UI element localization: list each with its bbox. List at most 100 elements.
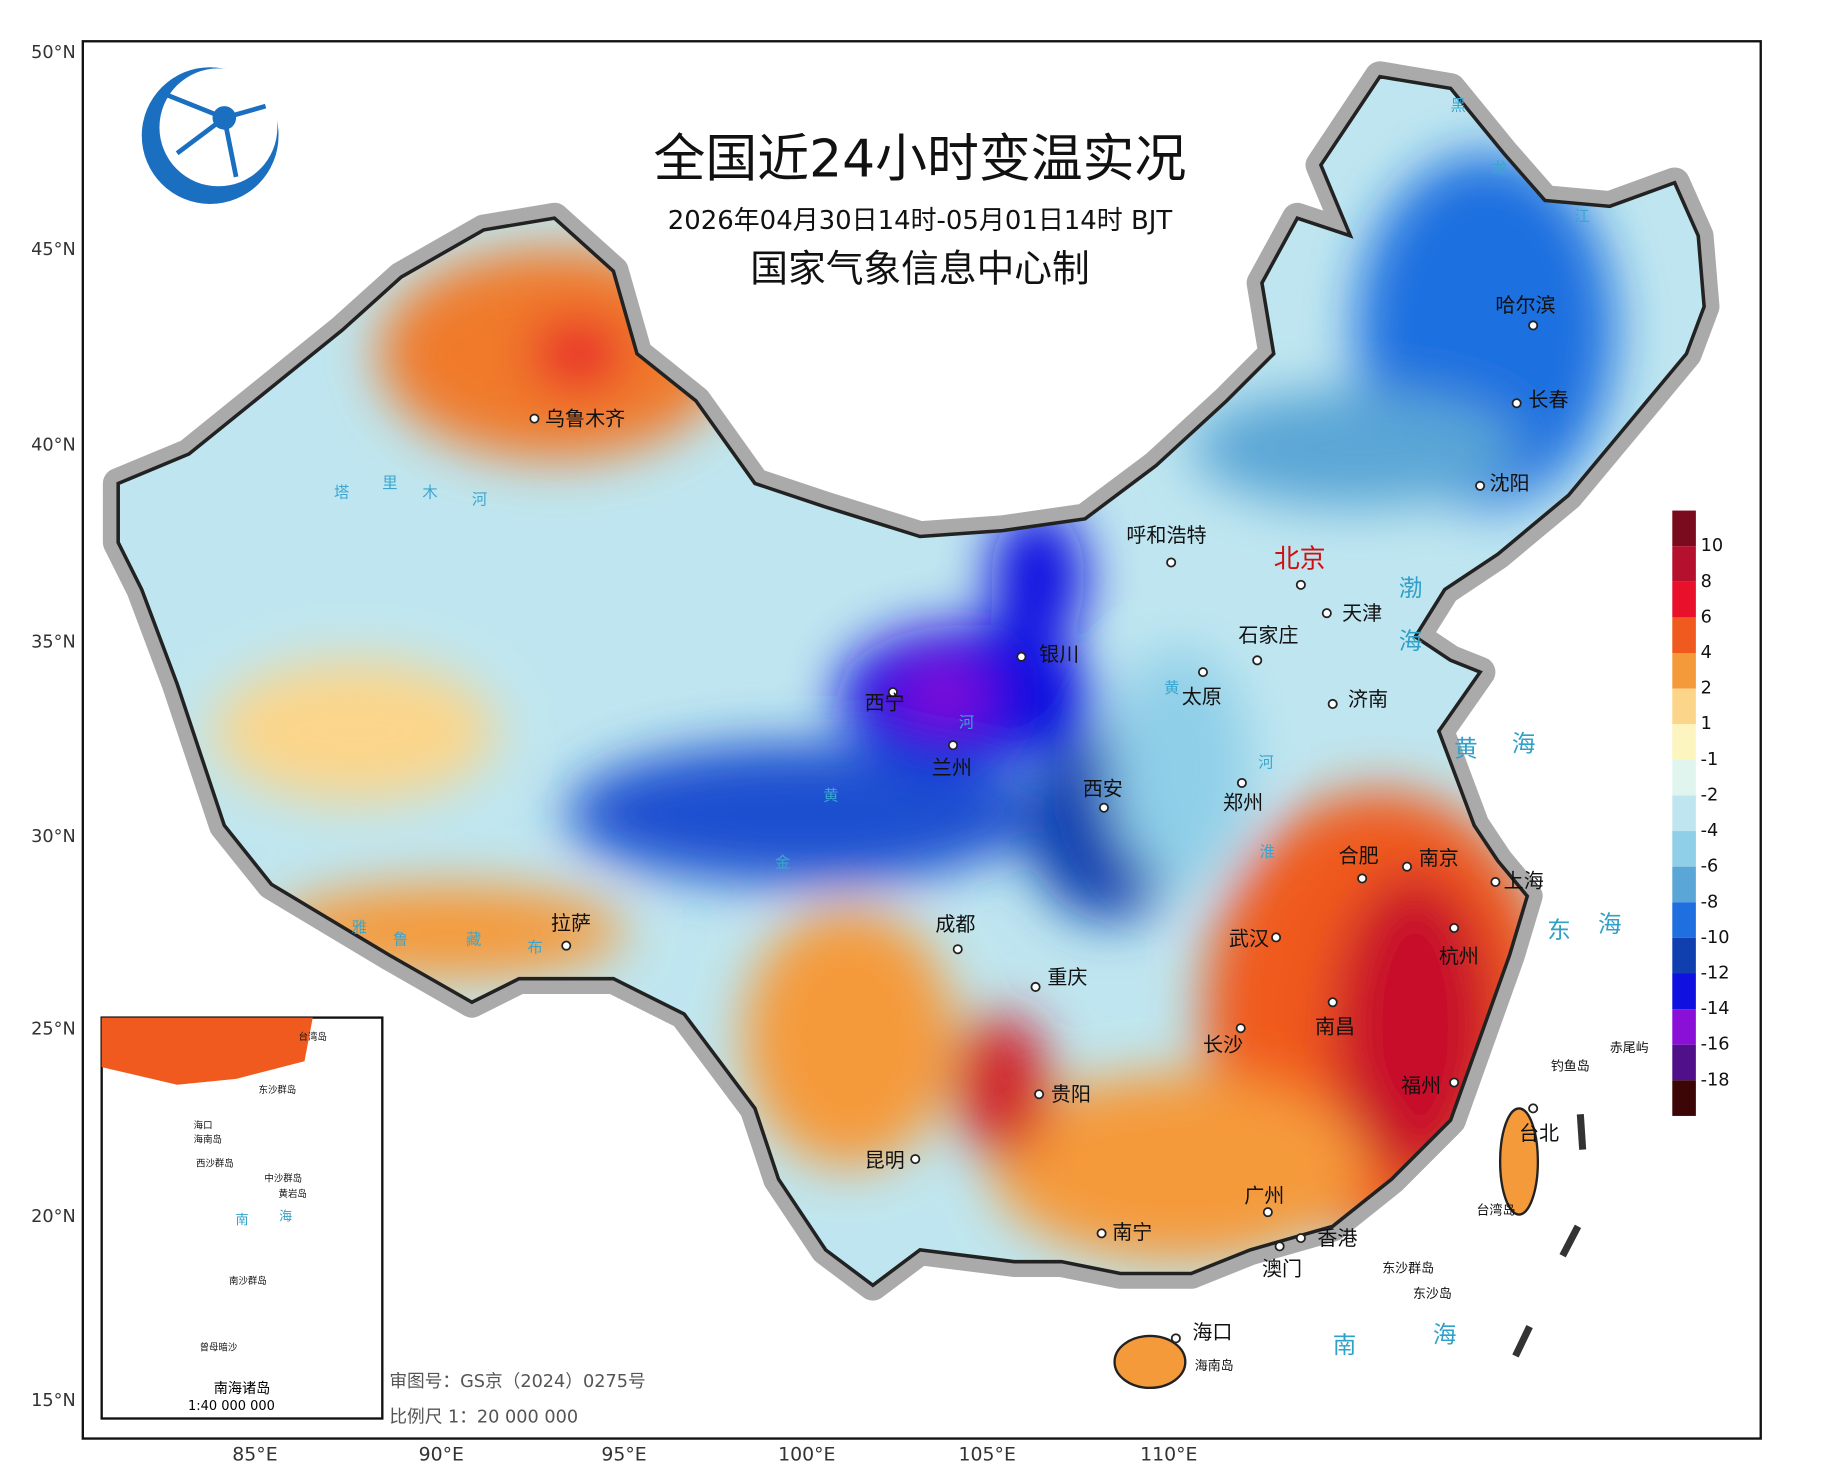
island-label: 钓鱼岛	[1551, 1059, 1590, 1075]
city-label: 天津	[1342, 601, 1382, 625]
legend-cell	[1672, 937, 1696, 974]
city-label: 贵阳	[1051, 1082, 1091, 1106]
inset-scale: 1:40 000 000	[188, 1399, 275, 1414]
river-label: 里	[382, 474, 397, 492]
city-dot	[1235, 1023, 1246, 1034]
lat-label: 40°N	[31, 436, 76, 456]
legend-tick-label: -16	[1701, 1035, 1730, 1055]
inset-label: 曾母暗沙	[200, 1341, 238, 1353]
city-label: 澳门	[1262, 1256, 1302, 1280]
inset-label: 海南岛	[194, 1134, 222, 1146]
sea-label: 海	[1399, 627, 1423, 655]
river-label: 木	[422, 483, 437, 501]
city-dot	[1449, 922, 1460, 933]
city-dot	[1262, 1207, 1273, 1218]
city-label: 南京	[1419, 846, 1459, 870]
legend-tick-label: -2	[1701, 785, 1719, 805]
legend-tick-label: 4	[1701, 643, 1712, 663]
legend-tick-label: -4	[1701, 821, 1719, 841]
legend-cell	[1672, 510, 1696, 547]
sea-label: 南	[1333, 1331, 1357, 1359]
legend-cell	[1672, 759, 1696, 796]
city-dot	[529, 413, 540, 424]
city-dot	[1528, 1103, 1539, 1114]
inset-label: 黄岩岛	[279, 1188, 307, 1200]
city-label: 合肥	[1339, 844, 1379, 868]
taiwan	[1498, 1107, 1540, 1216]
city-label: 乌鲁木齐	[545, 406, 625, 430]
river-label: 塔	[334, 483, 349, 501]
city-label: 重庆	[1047, 965, 1087, 989]
city-dot	[1327, 997, 1338, 1008]
river-label: 藏	[466, 930, 481, 948]
city-dot	[1327, 698, 1338, 709]
city-dot	[1030, 981, 1041, 992]
city-label: 长春	[1528, 387, 1568, 411]
city-label: 海口	[1192, 1320, 1232, 1344]
city-dot	[1236, 777, 1247, 788]
city-label: 广州	[1244, 1183, 1284, 1207]
city-label: 济南	[1348, 687, 1388, 711]
city-label: 香港	[1317, 1226, 1357, 1250]
river-label: 布	[527, 939, 542, 957]
city-label: 石家庄	[1238, 623, 1298, 647]
city-dot	[1295, 1233, 1306, 1244]
city-dot	[910, 1154, 921, 1165]
lon-label: 85°E	[232, 1444, 277, 1466]
lat-label: 15°N	[31, 1391, 76, 1411]
city-dot	[1449, 1077, 1460, 1088]
title: 全国近24小时变温实况	[654, 130, 1187, 190]
river-label: 淮	[1260, 843, 1275, 861]
inset-label: 海口	[194, 1120, 213, 1132]
legend-cell	[1672, 831, 1696, 867]
hainan	[1113, 1334, 1187, 1390]
legend-cell	[1672, 1080, 1696, 1116]
lat-label: 35°N	[31, 633, 76, 653]
sea-label: 海	[1598, 910, 1622, 938]
city-dot	[1197, 667, 1209, 678]
subtitle: 2026年04月30日14时-05月01日14时 BJT	[668, 206, 1173, 236]
city-dot	[1096, 1228, 1107, 1239]
city-label: 昆明	[865, 1148, 905, 1172]
legend-tick-label: -12	[1701, 963, 1730, 983]
lat-label: 20°N	[31, 1207, 76, 1227]
legend-cell	[1672, 1044, 1696, 1081]
city-dot	[1034, 1089, 1045, 1100]
legend-tick-label: -14	[1701, 999, 1730, 1019]
river-label: 河	[959, 713, 974, 731]
lat-label: 50°N	[31, 43, 76, 63]
lon-label: 90°E	[419, 1444, 464, 1466]
inset-label: 中沙群岛	[264, 1173, 302, 1185]
legend-cell	[1672, 546, 1696, 582]
island-label: 东沙群岛	[1382, 1260, 1434, 1276]
sea-label: 海	[1512, 730, 1536, 758]
island-label: 海南岛	[1195, 1358, 1234, 1374]
city-label: 长沙	[1203, 1032, 1243, 1056]
approval: 审图号：GS京（2024）0275号	[389, 1371, 645, 1392]
legend-cell	[1672, 581, 1696, 618]
legend-tick-label: -18	[1701, 1070, 1730, 1090]
city-label: 杭州	[1439, 944, 1479, 968]
city-label: 太原	[1182, 685, 1222, 709]
legend-tick-label: 6	[1701, 607, 1712, 627]
city-label: 南昌	[1315, 1015, 1355, 1039]
river-label: 河	[472, 490, 487, 508]
nine-dash-line	[1512, 1114, 1587, 1358]
city-label: 呼和浩特	[1126, 523, 1206, 547]
city-label: 上海	[1504, 868, 1544, 892]
city-dot	[561, 940, 572, 951]
legend-tick-label: 10	[1701, 536, 1723, 556]
island-label: 台湾岛	[1477, 1202, 1516, 1218]
inset-label: 西沙群岛	[196, 1157, 234, 1169]
legend-cell	[1672, 688, 1696, 725]
sea-label: 渤	[1399, 574, 1423, 602]
city-dot	[1295, 579, 1306, 590]
inset-land	[101, 1017, 313, 1085]
lat-label: 25°N	[31, 1019, 76, 1039]
city-label: 成都	[935, 912, 975, 936]
city-dot	[1511, 398, 1522, 409]
city-label: 北京	[1274, 545, 1326, 575]
city-label: 拉萨	[551, 911, 591, 935]
lat-label: 45°N	[31, 240, 76, 260]
